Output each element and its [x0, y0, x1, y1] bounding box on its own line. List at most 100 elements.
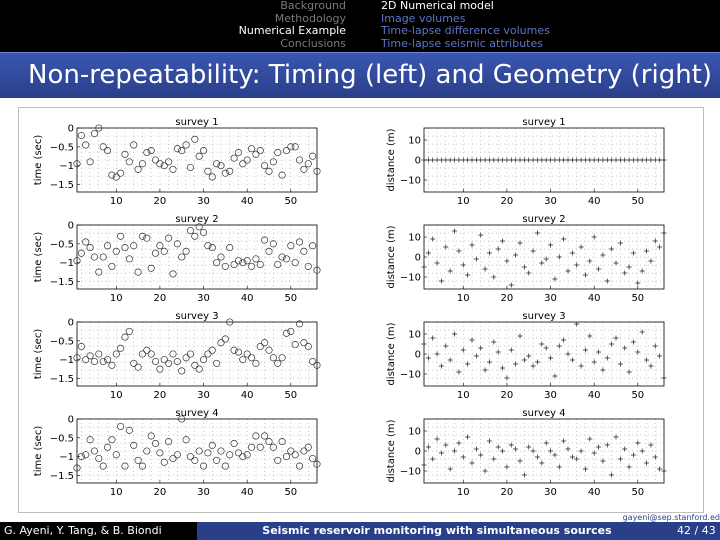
chart-title: survey 2 [522, 214, 565, 225]
data-point [213, 456, 221, 464]
data-point [600, 367, 606, 373]
data-point [143, 148, 151, 157]
data-point [186, 453, 195, 461]
nav-subsection-image-volumes[interactable]: Image volumes [381, 11, 466, 25]
data-point [508, 442, 514, 448]
data-point [548, 448, 554, 454]
data-point [630, 452, 636, 458]
data-point [534, 157, 540, 163]
y-tick-label: −0.5 [50, 336, 74, 347]
data-point [652, 157, 658, 163]
data-point [465, 361, 471, 367]
data-point [582, 157, 588, 163]
data-point [191, 361, 199, 369]
data-point [304, 262, 312, 270]
data-point [473, 353, 479, 359]
nav-subsection-2d-numerical-model[interactable]: 2D Numerical model [381, 0, 494, 12]
data-point [504, 375, 510, 381]
x-tick-label: 10 [457, 293, 470, 304]
data-point [99, 253, 107, 261]
nav-section-conclusions[interactable]: Conclusions [280, 36, 346, 50]
nav-section-background[interactable]: Background [280, 0, 346, 12]
data-point [552, 452, 558, 458]
data-point [309, 454, 317, 463]
x-tick-label: 50 [631, 293, 644, 304]
data-point [265, 247, 273, 255]
nav-subsection-time-lapse-attributes[interactable]: Time-lapse seismic attributes [381, 36, 543, 50]
data-point [117, 232, 125, 240]
data-point [282, 147, 291, 155]
y-tick-label: 0 [68, 318, 74, 329]
data-point [469, 460, 475, 466]
data-point [147, 432, 155, 440]
data-point [521, 157, 527, 163]
data-point [578, 157, 584, 163]
data-point [112, 451, 120, 459]
data-point [534, 359, 540, 365]
data-point [261, 339, 269, 347]
data-point [500, 238, 506, 244]
x-tick-label: 50 [284, 196, 297, 207]
data-point [582, 466, 588, 472]
footer-page-number: 42 / 43 [677, 522, 720, 540]
data-point [156, 365, 164, 373]
data-point [291, 259, 299, 267]
data-point [291, 451, 299, 459]
data-point [191, 232, 199, 240]
data-point [208, 441, 216, 449]
data-point [234, 449, 243, 457]
data-point [230, 439, 238, 448]
data-point [486, 438, 492, 444]
x-tick-label: 20 [501, 293, 514, 304]
x-tick-label: 10 [457, 487, 470, 498]
data-point [156, 449, 164, 457]
x-tick-label: 30 [544, 196, 557, 207]
data-point [269, 354, 277, 362]
data-point [473, 446, 479, 452]
data-point [460, 347, 466, 353]
nav-subsection-time-lapse-difference[interactable]: Time-lapse difference volumes [381, 24, 550, 37]
data-point [648, 442, 654, 448]
data-point [313, 266, 321, 274]
data-point [86, 158, 94, 166]
axes-box [76, 127, 318, 193]
data-point [125, 255, 133, 263]
data-point [165, 234, 173, 242]
data-point [130, 441, 138, 449]
data-point [151, 439, 160, 448]
data-point [178, 367, 186, 375]
nav-section-methodology[interactable]: Methodology [274, 11, 346, 25]
y-tick-label: −1.5 [50, 471, 74, 482]
x-tick-label: 10 [110, 196, 123, 207]
y-tick-label: −10 [400, 370, 421, 381]
x-tick-label: 20 [154, 390, 167, 401]
data-point [269, 158, 277, 166]
data-point [578, 363, 584, 369]
data-point [112, 173, 120, 181]
data-point [421, 462, 427, 468]
nav-section-numerical-example[interactable]: Numerical Example [238, 24, 346, 37]
data-point [261, 432, 269, 440]
x-tick-label: 30 [197, 293, 210, 304]
data-point [657, 244, 663, 250]
data-point [460, 454, 466, 460]
y-axis-label: time (sec) [33, 232, 44, 283]
data-point [482, 266, 488, 272]
data-point [138, 232, 147, 240]
data-point [591, 359, 597, 365]
data-point [613, 434, 619, 440]
data-point [661, 375, 667, 381]
data-point [600, 252, 606, 258]
data-point [500, 448, 506, 454]
data-point [425, 444, 431, 450]
data-point [587, 333, 593, 339]
data-point [278, 354, 286, 362]
data-point [103, 443, 112, 451]
data-point [443, 157, 449, 163]
data-point [160, 247, 168, 255]
data-point [112, 350, 120, 358]
data-point [430, 335, 436, 341]
data-point [313, 361, 321, 369]
data-point [117, 344, 125, 352]
data-point [465, 434, 471, 440]
